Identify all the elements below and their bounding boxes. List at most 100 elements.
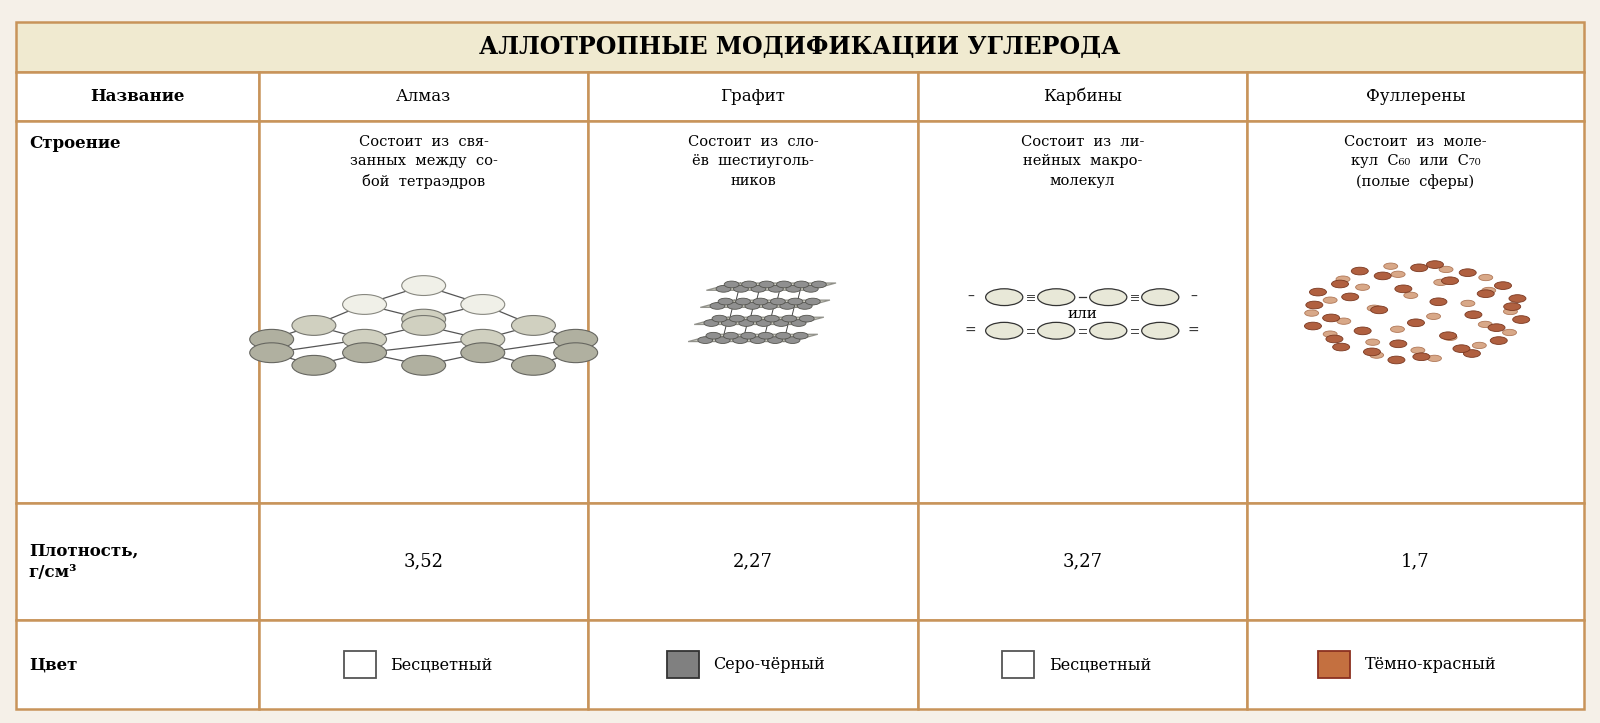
Circle shape (776, 333, 790, 339)
Circle shape (1440, 332, 1456, 340)
Polygon shape (701, 300, 830, 307)
Circle shape (291, 356, 336, 375)
Bar (667, 651, 699, 678)
Circle shape (1477, 290, 1494, 298)
Bar (259, 72, 589, 121)
Text: Серо-чёрный: Серо-чёрный (714, 656, 826, 673)
Circle shape (771, 298, 786, 305)
Circle shape (718, 298, 733, 305)
Circle shape (1326, 335, 1342, 343)
Circle shape (1363, 348, 1381, 356)
Circle shape (554, 330, 598, 349)
Polygon shape (694, 317, 824, 325)
Bar (1318, 651, 1350, 678)
Circle shape (1427, 355, 1442, 362)
Circle shape (1323, 297, 1338, 304)
Text: =: = (1187, 324, 1200, 338)
Circle shape (723, 333, 738, 339)
Bar (344, 651, 376, 678)
Circle shape (728, 302, 742, 309)
Bar (1002, 651, 1034, 678)
Circle shape (1306, 301, 1323, 309)
Circle shape (722, 320, 736, 326)
Circle shape (1336, 276, 1350, 282)
Circle shape (1142, 288, 1179, 306)
Circle shape (1488, 324, 1506, 331)
Circle shape (1434, 279, 1448, 286)
Circle shape (1427, 261, 1443, 268)
Circle shape (402, 275, 446, 296)
Circle shape (1342, 293, 1358, 301)
Text: 1,7: 1,7 (1402, 553, 1430, 570)
Circle shape (1038, 288, 1075, 306)
Circle shape (291, 315, 336, 335)
Circle shape (1142, 322, 1179, 339)
Circle shape (1374, 272, 1392, 280)
Circle shape (758, 333, 773, 339)
Circle shape (402, 356, 446, 375)
Text: Фуллерены: Фуллерены (1366, 88, 1466, 105)
Circle shape (758, 281, 774, 288)
Circle shape (461, 330, 504, 349)
Text: Состоит  из  моле-
кул  C₆₀  или  C₇₀
(полые  сферы): Состоит из моле- кул C₆₀ или C₇₀ (полые … (1344, 134, 1486, 189)
Circle shape (706, 333, 722, 339)
Circle shape (762, 302, 778, 309)
Text: Цвет: Цвет (29, 656, 77, 673)
Circle shape (742, 281, 757, 288)
Bar (1246, 503, 1584, 620)
Circle shape (1490, 337, 1507, 344)
Circle shape (986, 288, 1022, 306)
Circle shape (1355, 284, 1370, 291)
Circle shape (1443, 334, 1458, 341)
Circle shape (461, 343, 504, 363)
Text: 3,52: 3,52 (403, 553, 443, 570)
Circle shape (710, 302, 725, 309)
Text: Графит: Графит (720, 88, 786, 105)
Circle shape (1502, 330, 1517, 335)
Circle shape (790, 320, 806, 326)
Circle shape (1304, 322, 1322, 330)
Circle shape (402, 315, 446, 335)
Circle shape (794, 333, 808, 339)
Circle shape (1390, 271, 1405, 278)
Bar (918, 121, 1246, 503)
Text: Алмаз: Алмаз (397, 88, 451, 105)
Circle shape (1090, 288, 1126, 306)
Circle shape (1509, 295, 1526, 302)
Circle shape (1354, 327, 1371, 335)
Circle shape (786, 286, 800, 292)
Circle shape (1366, 305, 1381, 312)
Circle shape (698, 337, 712, 343)
Circle shape (803, 286, 818, 292)
Bar (589, 620, 918, 709)
Circle shape (776, 281, 792, 288)
Text: Бесцветный: Бесцветный (390, 656, 493, 673)
Bar (589, 503, 918, 620)
Circle shape (1453, 345, 1470, 353)
Bar (259, 121, 589, 503)
Circle shape (1333, 343, 1350, 351)
Circle shape (250, 343, 294, 363)
Circle shape (725, 281, 739, 288)
Circle shape (1304, 310, 1318, 316)
Circle shape (754, 298, 768, 305)
Bar (589, 72, 918, 121)
Circle shape (1366, 339, 1379, 346)
Text: Тёмно-красный: Тёмно-красный (1365, 656, 1496, 673)
Circle shape (750, 337, 765, 343)
Polygon shape (688, 334, 818, 341)
Circle shape (1352, 268, 1368, 275)
Circle shape (774, 320, 789, 326)
Text: 3,27: 3,27 (1062, 553, 1102, 570)
Circle shape (715, 337, 730, 343)
Circle shape (1504, 308, 1517, 315)
Circle shape (1323, 331, 1338, 337)
Bar (589, 121, 918, 503)
Circle shape (512, 356, 555, 375)
Circle shape (1390, 340, 1406, 348)
Circle shape (730, 315, 744, 322)
Circle shape (1464, 350, 1480, 357)
Circle shape (787, 298, 803, 305)
Circle shape (757, 320, 771, 326)
Circle shape (1403, 292, 1418, 299)
